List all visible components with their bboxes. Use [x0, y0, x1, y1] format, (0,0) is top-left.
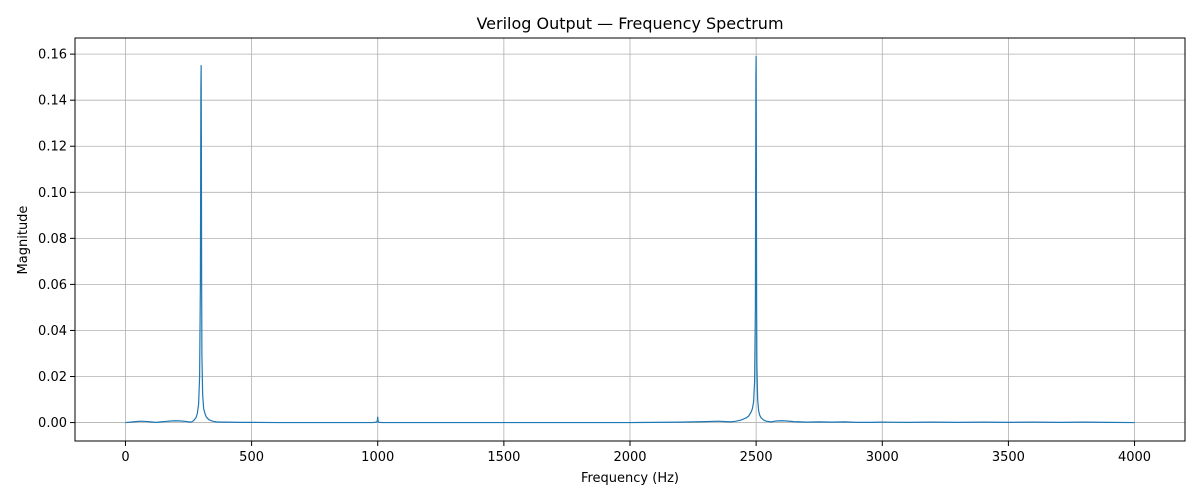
y-tick-label: 0.04 — [38, 324, 67, 339]
x-tick-label: 0 — [121, 450, 129, 465]
y-tick-label: 0.06 — [38, 278, 67, 293]
chart-title: Verilog Output — Frequency Spectrum — [476, 14, 783, 33]
y-tick-label: 0.00 — [38, 416, 67, 431]
x-tick-label: 3500 — [992, 450, 1025, 465]
y-axis-title: Magnitude — [16, 206, 31, 275]
x-tick-label: 2500 — [740, 450, 773, 465]
y-tick-label: 0.02 — [38, 370, 67, 385]
x-tick-label: 500 — [239, 450, 264, 465]
x-tick-label: 4000 — [1118, 450, 1151, 465]
plot-series — [125, 55, 1135, 424]
x-tick-label: 3000 — [866, 450, 899, 465]
y-tick-label: 0.08 — [38, 232, 67, 247]
x-axis-ticks: 0 500 1000 1500 2000 2500 3000 3500 4000 — [121, 441, 1151, 465]
x-tick-label: 1000 — [361, 450, 394, 465]
y-tick-label: 0.12 — [38, 140, 67, 155]
x-axis-title: Frequency (Hz) — [581, 471, 679, 486]
series-line-0 — [125, 55, 1135, 424]
y-tick-label: 0.10 — [38, 186, 67, 201]
y-axis-ticks: 0.00 0.02 0.04 0.06 0.08 0.10 0.12 0.14 0.16 — [38, 48, 75, 431]
y-tick-label: 0.14 — [38, 94, 67, 109]
y-tick-label: 0.16 — [38, 48, 67, 63]
x-tick-label: 1500 — [487, 450, 520, 465]
x-tick-label: 2000 — [613, 450, 646, 465]
